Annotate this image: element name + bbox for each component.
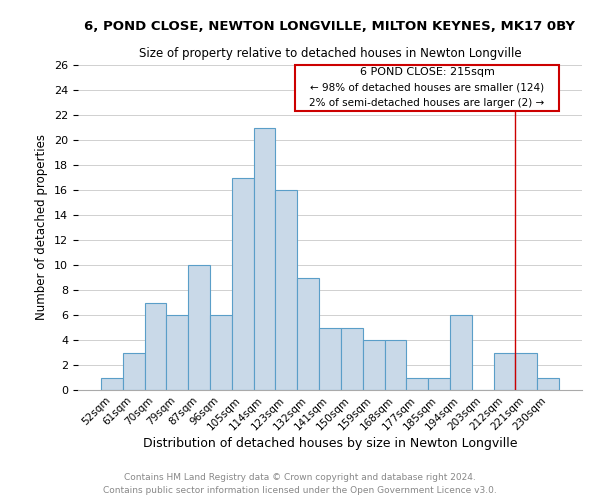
Bar	[450, 315, 472, 390]
Bar	[297, 278, 319, 390]
X-axis label: Distribution of detached houses by size in Newton Longville: Distribution of detached houses by size …	[143, 438, 517, 450]
Y-axis label: Number of detached properties: Number of detached properties	[35, 134, 49, 320]
Bar	[232, 178, 254, 390]
Bar	[210, 315, 232, 390]
Bar	[254, 128, 275, 390]
Bar	[123, 352, 145, 390]
Bar	[385, 340, 406, 390]
Bar	[188, 265, 210, 390]
Bar	[363, 340, 385, 390]
Bar	[428, 378, 450, 390]
Bar	[101, 378, 123, 390]
Bar	[145, 302, 166, 390]
Bar	[537, 378, 559, 390]
Text: 6 POND CLOSE: 215sqm: 6 POND CLOSE: 215sqm	[359, 67, 494, 77]
Text: ← 98% of detached houses are smaller (124): ← 98% of detached houses are smaller (12…	[310, 82, 544, 92]
Text: Contains public sector information licensed under the Open Government Licence v3: Contains public sector information licen…	[103, 486, 497, 495]
Text: 2% of semi-detached houses are larger (2) →: 2% of semi-detached houses are larger (2…	[310, 98, 545, 108]
Text: Contains HM Land Registry data © Crown copyright and database right 2024.: Contains HM Land Registry data © Crown c…	[124, 472, 476, 482]
Bar	[515, 352, 537, 390]
Bar	[166, 315, 188, 390]
Bar	[275, 190, 297, 390]
Bar	[319, 328, 341, 390]
Bar	[406, 378, 428, 390]
Bar	[494, 352, 515, 390]
Text: Size of property relative to detached houses in Newton Longville: Size of property relative to detached ho…	[139, 48, 521, 60]
Text: 6, POND CLOSE, NEWTON LONGVILLE, MILTON KEYNES, MK17 0BY: 6, POND CLOSE, NEWTON LONGVILLE, MILTON …	[85, 20, 575, 33]
Bar	[295, 65, 559, 112]
Bar	[341, 328, 363, 390]
